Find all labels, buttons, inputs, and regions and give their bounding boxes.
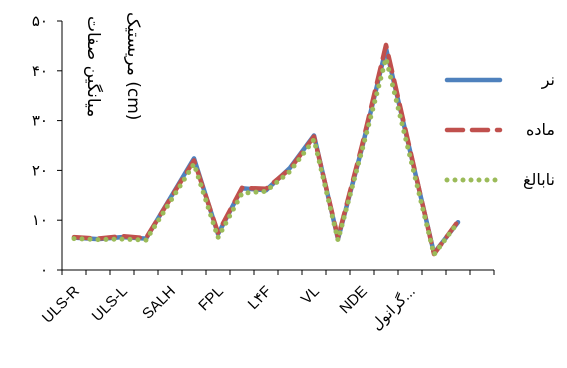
x-tick-label: VL: [298, 283, 323, 308]
y-tick-label: ۴۰: [32, 62, 48, 80]
x-axis: ULS-R ULS-L SALH FPL L۴F VL NDEگرانول...: [39, 269, 495, 334]
y-tick-label: ۳۰: [32, 112, 48, 130]
legend-label: نر: [541, 70, 555, 90]
y-axis-label: میانگین صفات مریستیک (cm): [83, 12, 143, 120]
x-tick-label: SALH: [139, 283, 179, 323]
x-tick-label: FPL: [195, 283, 226, 314]
y-axis: ۰ ۱۰ ۲۰ ۳۰ ۴۰ ۵۰: [32, 12, 63, 279]
y-tick-label: ۵۰: [32, 12, 48, 30]
legend-label: ماده: [526, 120, 555, 139]
x-tick-label: ULS-L: [89, 283, 131, 325]
x-tick-label: گرانول...: [367, 282, 419, 334]
y-axis-label-line2: مریستیک (cm): [123, 12, 143, 120]
x-tick-label: L۴F: [245, 283, 275, 313]
x-tick-label: ULS-R: [39, 283, 83, 327]
y-tick-label: ۲۰: [32, 161, 48, 179]
legend: نر ماده نابالغ: [444, 70, 555, 190]
series-line-2: [71, 42, 461, 257]
x-tick-label: NDE: [336, 283, 370, 317]
y-tick-label: ۱۰: [32, 211, 48, 229]
y-tick-label: ۰: [40, 261, 48, 279]
y-axis-label-line1: میانگین صفات: [83, 16, 104, 117]
legend-label: نابالغ: [523, 170, 555, 190]
series-line-3: [71, 55, 461, 258]
series-group: [71, 42, 461, 258]
